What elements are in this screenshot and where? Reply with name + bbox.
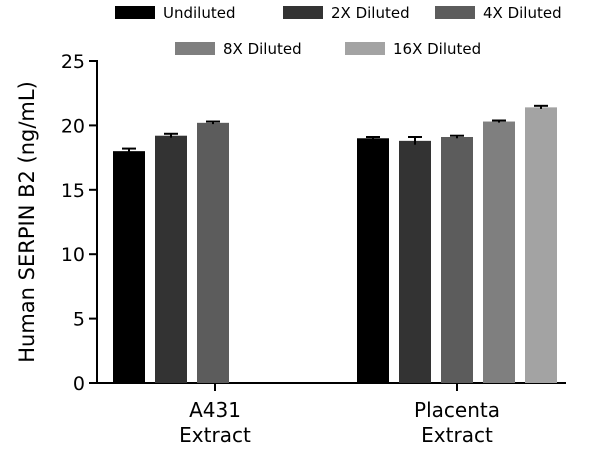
legend-label: 8X Diluted	[223, 40, 302, 58]
y-tick-label: 15	[61, 180, 85, 202]
bar	[113, 151, 145, 383]
legend-label: 2X Diluted	[331, 4, 410, 22]
legend-label: 16X Diluted	[393, 40, 481, 58]
y-tick-label: 0	[73, 373, 85, 395]
bar	[483, 121, 515, 383]
x-tick-label: Extract	[179, 423, 251, 447]
bar	[525, 107, 557, 384]
legend-swatch	[435, 6, 475, 19]
legend-swatch	[283, 6, 323, 19]
x-tick-label: Placenta	[414, 398, 500, 422]
legend-swatch	[175, 42, 215, 55]
y-tick-label: 25	[61, 51, 85, 73]
y-tick-label: 5	[73, 309, 85, 331]
legend-label: 4X Diluted	[483, 4, 562, 22]
bar	[441, 136, 473, 383]
legend: Undiluted 2X Diluted 4X Diluted 8X Diluted 1…	[115, 4, 562, 58]
legend-label: Undiluted	[163, 4, 235, 22]
bars	[113, 104, 557, 384]
x-tick-label: A431	[189, 398, 241, 422]
y-axis: 0 5 10 15 20 25	[61, 51, 98, 395]
bar	[357, 138, 389, 383]
bar	[197, 122, 229, 383]
bar	[155, 135, 187, 383]
bar	[399, 140, 431, 383]
x-tick-label: Extract	[421, 423, 493, 447]
y-tick-label: 10	[61, 244, 85, 266]
y-tick-label: 20	[61, 115, 85, 137]
legend-swatch	[345, 42, 385, 55]
legend-swatch	[115, 6, 155, 19]
y-axis-label: Human SERPIN B2 (ng/mL)	[15, 81, 39, 363]
